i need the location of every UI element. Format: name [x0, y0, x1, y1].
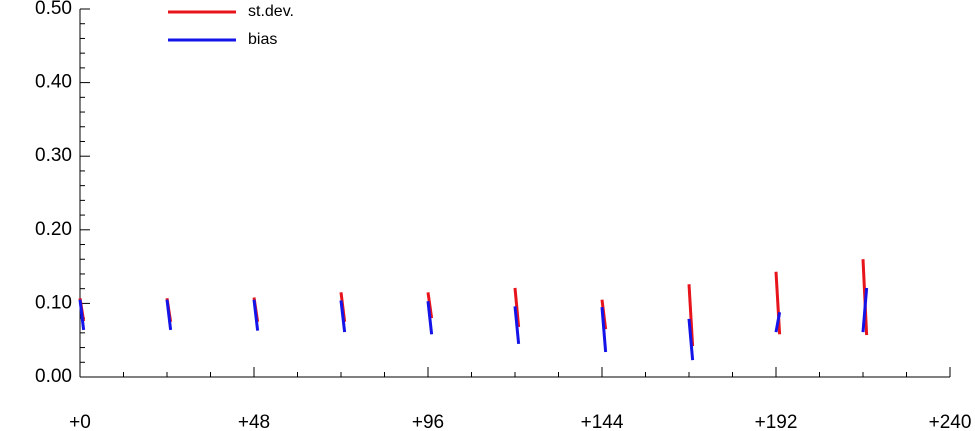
series-line [687, 318, 695, 361]
y-tick-label: 0.10 [35, 292, 72, 313]
series-line [513, 287, 521, 328]
series-line [861, 287, 869, 333]
y-tick-label: 0.20 [35, 219, 72, 240]
series-line [774, 311, 782, 333]
series-line [339, 300, 347, 333]
x-tick-label: +192 [755, 412, 798, 431]
series-line [252, 299, 260, 331]
legend-label: st.dev. [248, 3, 294, 20]
series-line [165, 299, 173, 331]
x-tick-label: +240 [929, 412, 972, 431]
y-tick-label: 0.30 [35, 145, 72, 166]
x-tick-label: +96 [412, 412, 444, 431]
y-tick-label: 0.00 [35, 366, 72, 387]
series-line [600, 306, 608, 353]
series-line [78, 299, 86, 331]
x-tick-label: +144 [581, 412, 624, 431]
series-line [513, 306, 521, 345]
legend-label: bias [248, 31, 277, 48]
series-line [687, 284, 695, 347]
x-tick-label: +0 [69, 412, 91, 431]
x-tick-label: +48 [238, 412, 270, 431]
series-line [426, 301, 434, 335]
y-tick-label: 0.40 [35, 72, 72, 93]
y-tick-label: 0.50 [35, 0, 72, 19]
